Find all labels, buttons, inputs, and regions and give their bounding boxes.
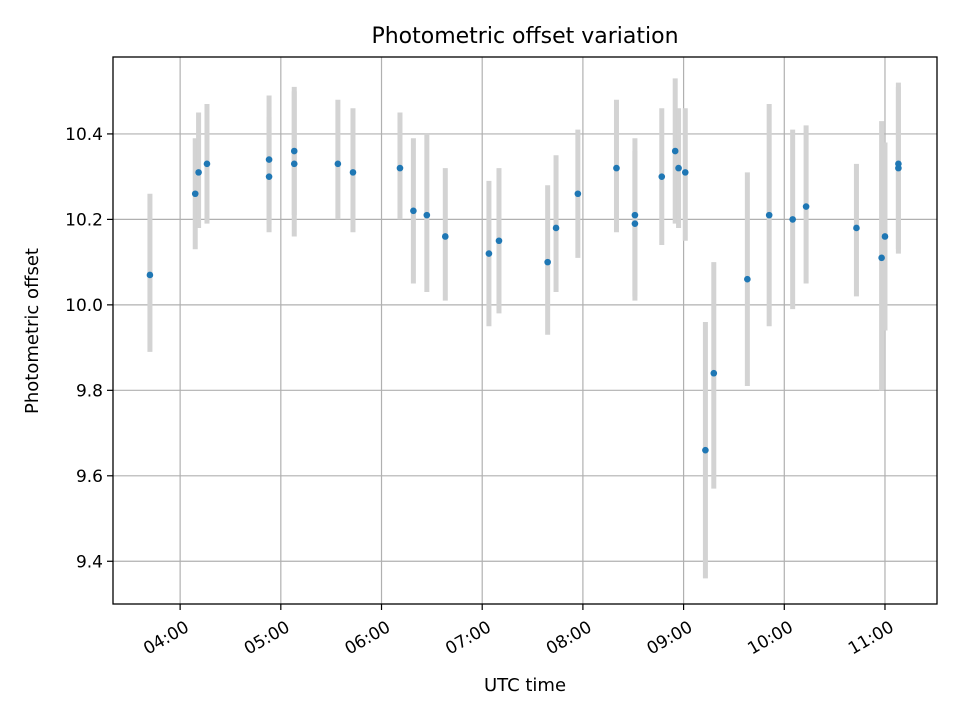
x-axis-label: UTC time [484,675,566,696]
y-tick-label: 10.2 [65,210,103,230]
y-axis-ticks: 9.4 9.6 9.8 10.0 10.2 10.4 [65,125,113,572]
data-point [853,224,860,232]
data-point [146,271,154,279]
data-point [631,211,639,219]
data-point [765,211,773,219]
data-point [895,164,902,172]
data-point [485,250,493,257]
data-point [423,211,431,219]
grid-lines [113,57,937,604]
y-tick-label: 9.4 [76,552,103,572]
error-bars [147,78,901,579]
data-point [878,254,885,262]
data-point [441,233,449,240]
data-point [265,156,273,163]
data-point [191,190,199,198]
chart-title: Photometric offset variation [371,24,678,49]
y-tick-label: 10.4 [65,125,103,145]
data-point [789,216,796,223]
data-point [495,237,503,245]
data-point [552,224,560,232]
data-point [544,258,551,266]
x-axis-ticks: 04:00 05:00 06:00 07:00 08:00 09:00 10:00 11:00 [140,604,897,659]
data-point [802,203,810,210]
y-axis-label: Photometric offset [22,248,43,414]
data-point [290,160,298,168]
x-tick-label: 10:00 [744,617,796,659]
data-point [702,446,709,454]
x-tick-label: 05:00 [241,617,293,659]
data-point [744,275,751,283]
data-point [671,147,679,155]
data-point [265,173,273,180]
data-point [681,169,689,176]
y-tick-label: 10.0 [65,296,103,316]
data-point [396,164,404,172]
data-point [574,190,582,198]
y-tick-label: 9.8 [76,381,103,401]
data-point [349,169,357,176]
data-point [881,233,889,240]
data-point [410,207,417,215]
plot-frame [112,56,938,605]
data-point [203,160,211,168]
x-tick-label: 04:00 [140,617,192,659]
data-point [658,173,666,180]
data-point [613,164,620,172]
x-tick-label: 07:00 [442,617,494,659]
x-tick-label: 09:00 [644,617,696,659]
x-tick-label: 11:00 [845,617,897,659]
data-point [675,164,682,172]
data-point [710,369,718,377]
data-point [334,160,342,168]
x-tick-label: 06:00 [342,617,394,659]
data-point [631,220,639,227]
x-tick-label: 08:00 [543,617,595,659]
y-tick-label: 9.6 [76,467,103,487]
data-point [290,147,298,155]
data-points [146,147,902,454]
data-point [195,169,202,176]
